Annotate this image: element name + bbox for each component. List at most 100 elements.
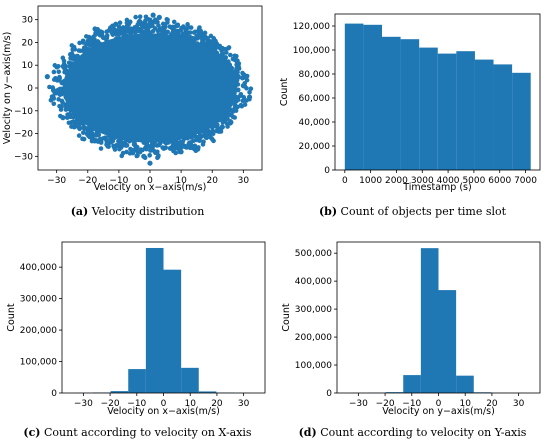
scatter-point: [152, 142, 157, 148]
scatter-point: [170, 146, 176, 151]
scatter-point: [63, 64, 69, 69]
scatter-point: [141, 153, 147, 159]
scatter-point: [81, 45, 87, 50]
histogram-bar: [381, 36, 401, 170]
scatter-point: [155, 28, 161, 34]
scatter-point: [60, 100, 65, 105]
x-tick-label: 0: [147, 176, 153, 186]
histogram-bar: [145, 247, 164, 393]
y-velocity-histogram: −30 −20 −10 0 10 20 30 0 100,000 200,000 300,000 40…: [281, 241, 541, 417]
histogram-bar: [456, 375, 474, 393]
caption-a: (a) Velocity distribution: [70, 205, 205, 218]
scatter-point: [209, 92, 215, 98]
scatter-point: [119, 140, 125, 146]
x-tick-label: −30: [74, 399, 93, 409]
y-tick-label: 200,000: [295, 333, 332, 343]
scatter-point: [172, 28, 178, 34]
scatter-point: [160, 28, 166, 33]
histogram-bar: [456, 51, 475, 170]
scatter-point: [162, 78, 169, 84]
scatter-point: [167, 24, 173, 29]
x-tick-label: 30: [238, 176, 250, 186]
scatter-point: [176, 143, 182, 149]
scatter-point: [130, 28, 136, 33]
scatter-point: [60, 55, 66, 61]
scatter-point: [163, 145, 169, 151]
x-tick-label: 20: [486, 399, 498, 409]
scatter-point: [116, 32, 122, 38]
scatter-point: [143, 21, 148, 27]
scatter-point: [103, 71, 110, 77]
scatter-point: [184, 76, 190, 82]
scatter-point: [215, 122, 220, 128]
scatter-point: [152, 26, 158, 31]
scatter-point: [224, 116, 229, 122]
y-tick-label: 20: [22, 38, 34, 48]
x-axis-label: Velocity on x−axis(m/s): [107, 406, 220, 417]
y-tick-label: 300,000: [20, 295, 57, 305]
scatter-point: [232, 107, 237, 112]
scatter-point: [156, 14, 162, 20]
x-tick-label: 0: [436, 399, 442, 409]
histogram-bar: [474, 59, 494, 170]
scatter-point: [241, 72, 247, 78]
scatter-point: [184, 145, 189, 150]
x-tick-label: −30: [47, 176, 66, 186]
scatter-point: [56, 97, 61, 102]
x-tick-label: −20: [101, 399, 120, 409]
x-tick-label: 1000: [359, 176, 382, 186]
scatter-point: [178, 139, 184, 145]
y-tick-label: 400,000: [20, 263, 57, 273]
scatter-point: [191, 30, 197, 35]
scatter-point: [106, 144, 111, 149]
scatter-point: [150, 12, 156, 18]
scatter-point: [88, 37, 94, 43]
scatter-point: [143, 18, 148, 24]
scatter-point: [228, 119, 234, 125]
histogram-bar: [403, 375, 421, 393]
histogram-bar: [128, 369, 146, 393]
y-tick-label: 30: [22, 16, 34, 26]
scatter-point: [104, 29, 110, 35]
scatter-point: [57, 103, 62, 109]
scatter-point: [95, 39, 101, 44]
scatter-point: [117, 146, 122, 152]
scatter-point: [232, 115, 238, 120]
histogram-bar: [344, 23, 364, 170]
scatter-point: [51, 101, 57, 107]
scatter-point: [84, 126, 90, 131]
scatter-point: [187, 145, 193, 151]
y-tick-label: 10: [22, 61, 34, 71]
scatter-point: [244, 77, 250, 83]
x-tick-label: 30: [513, 399, 525, 409]
y-tick-label: −30: [14, 152, 33, 162]
scatter-point: [137, 19, 143, 25]
histogram-bar: [198, 391, 217, 393]
x-tick-label: 0: [342, 176, 348, 186]
scatter-point: [112, 145, 117, 150]
scatter-point: [69, 43, 75, 48]
y-tick-label: 100,000: [295, 361, 332, 371]
scatter-point: [119, 28, 125, 33]
scatter-point: [51, 69, 57, 75]
histogram-bar: [512, 72, 531, 170]
histogram-bar: [181, 367, 199, 393]
y-tick-label: 400,000: [295, 277, 332, 287]
scatter-point: [110, 138, 116, 144]
scatter-point: [200, 133, 205, 139]
scatter-point: [133, 146, 138, 152]
scatter-point: [144, 146, 149, 152]
scatter-point: [108, 29, 114, 34]
scatter-point: [81, 40, 86, 45]
scatter-point: [94, 121, 100, 128]
scatter-point: [147, 17, 153, 23]
scatter-point: [234, 53, 239, 59]
scatter-point: [152, 17, 158, 22]
scatter-point: [223, 46, 228, 52]
scatter-point: [124, 143, 130, 148]
histogram-bar: [363, 24, 382, 170]
scatter-point: [54, 64, 60, 70]
scatter-point: [57, 74, 62, 80]
scatter-point: [130, 150, 136, 156]
scatter-point: [143, 14, 149, 20]
